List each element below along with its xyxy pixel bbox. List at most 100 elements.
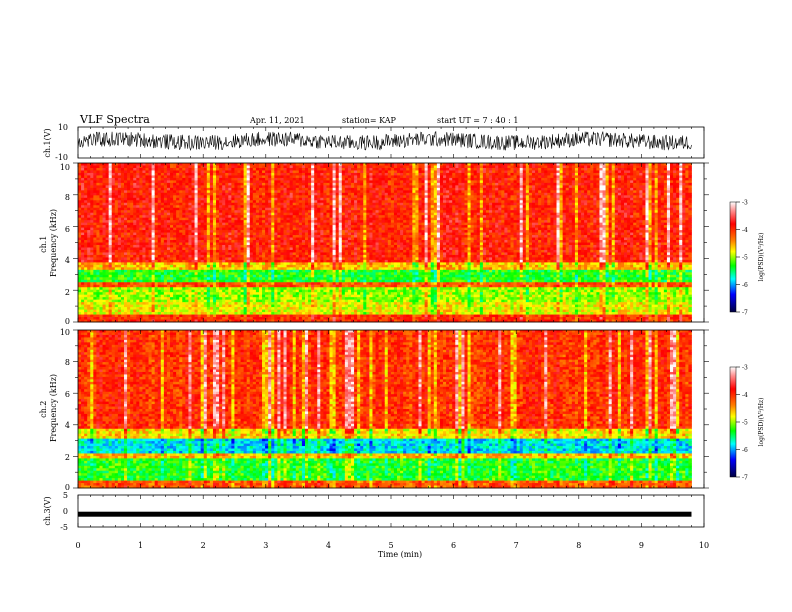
spectrogram-cell: [111, 259, 116, 263]
ch1-ytick-top: 10: [58, 123, 68, 132]
spectrogram-cell: [166, 207, 171, 211]
spectrogram-cell: [105, 180, 110, 184]
spectrogram-cell: [93, 192, 97, 196]
spectrogram-cell: [145, 257, 149, 261]
spectrogram-cell: [136, 264, 140, 268]
spectrogram-cell: [102, 212, 107, 216]
spectrogram-cell: [78, 269, 82, 273]
spectrogram-cell: [102, 220, 107, 224]
spectrogram-cell: [90, 254, 94, 258]
spectrogram-cell: [114, 202, 119, 206]
spectrogram-cell: [154, 202, 159, 206]
spectrogram-cell: [197, 215, 202, 219]
spectrogram-cell: [308, 170, 312, 174]
spectrogram-cell: [108, 167, 113, 171]
spectrogram-cell: [243, 307, 248, 310]
spectrogram-cell: [142, 165, 146, 169]
spectrogram-cell: [283, 165, 287, 169]
spectrogram-cell: [142, 172, 146, 176]
spectrogram-cell: [111, 287, 116, 291]
spectrogram-cell: [173, 249, 177, 253]
spectrogram-cell: [145, 302, 149, 306]
spectrogram-cell: [222, 259, 226, 263]
spectrogram-cell: [280, 190, 284, 194]
spectrogram-cell: [212, 249, 217, 253]
spectrogram-cell: [197, 230, 202, 233]
spectrogram-cell: [240, 282, 245, 286]
spectrogram-cell: [124, 195, 128, 199]
spectrogram-cell: [194, 294, 199, 298]
spectrogram-cell: [157, 319, 162, 323]
spectrogram-cell: [280, 187, 284, 191]
spectrogram-cell: [301, 172, 306, 176]
spectrogram-cell: [194, 185, 199, 189]
spectrogram-cell: [157, 317, 162, 320]
spectrogram-cell: [209, 237, 214, 241]
spectrogram-cell: [176, 217, 180, 221]
spectrogram-cell: [166, 222, 171, 226]
spectrogram-cell: [203, 212, 208, 216]
spectrogram-cell: [280, 307, 284, 310]
spectrogram-cell: [102, 222, 107, 226]
spectrogram-cell: [105, 185, 110, 189]
spectrogram-cell: [298, 182, 303, 186]
spectrogram-cell: [298, 167, 303, 171]
spectrogram-cell: [136, 227, 140, 231]
spectrogram-cell: [102, 314, 107, 318]
spectrogram-cell: [262, 235, 266, 238]
spectrogram-cell: [219, 170, 223, 174]
spectrogram-cell: [139, 177, 143, 181]
spectrogram-cell: [277, 249, 281, 253]
spectrogram-cell: [298, 259, 303, 263]
spectrogram-cell: [219, 230, 223, 233]
spectrogram-cell: [231, 210, 235, 214]
spectrogram-cell: [108, 165, 113, 169]
spectrogram-cell: [188, 274, 192, 278]
spectrogram-cell: [185, 237, 189, 241]
spectrogram-cell: [117, 227, 122, 231]
spectrogram-cell: [191, 252, 195, 256]
spectrogram-cell: [240, 244, 245, 248]
spectrogram-cell: [154, 220, 159, 224]
spectrogram-cell: [191, 210, 195, 214]
spectrogram-cell: [173, 185, 177, 189]
spectrogram-cell: [133, 267, 137, 271]
spectrogram-cell: [185, 282, 189, 286]
spectrogram-cell: [142, 197, 146, 201]
spectrogram-cell: [258, 292, 263, 296]
spectrogram-cell: [203, 187, 208, 191]
spectrogram-cell: [231, 294, 235, 298]
spectrogram-cell: [280, 222, 284, 226]
spectrogram-cell: [87, 225, 91, 228]
spectrogram-cell: [151, 225, 156, 228]
spectrogram-cell: [78, 272, 82, 276]
spectrogram-cell: [289, 299, 294, 303]
spectrogram-cell: [90, 192, 94, 196]
spectrogram-cell: [93, 277, 97, 281]
spectrogram-cell: [179, 304, 183, 308]
spectrogram-cell: [301, 170, 306, 174]
spectrogram-cell: [234, 212, 238, 216]
spectrogram-cell: [166, 304, 171, 308]
spectrogram-cell: [246, 249, 251, 253]
spectrogram-cell: [200, 267, 205, 271]
spectrogram-cell: [182, 309, 186, 313]
spectrogram-cell: [133, 314, 137, 318]
spectrogram-cell: [130, 272, 134, 276]
spectrogram-cell: [252, 299, 257, 303]
spectrogram-cell: [222, 222, 226, 226]
spectrogram-cell: [124, 220, 128, 224]
spectrogram-cell: [216, 165, 220, 169]
spectrogram-cell: [271, 217, 275, 221]
spectrogram-cell: [298, 282, 303, 286]
spectrogram-cell: [243, 309, 248, 313]
spectrogram-cell: [203, 297, 208, 301]
spectrogram-cell: [301, 262, 306, 266]
spectrogram-cell: [209, 289, 214, 293]
spectrogram-cell: [127, 220, 131, 224]
spectrogram-cell: [308, 192, 312, 196]
spectrogram-cell: [200, 244, 205, 248]
spectrogram-cell: [163, 167, 168, 171]
spectrogram-cell: [87, 197, 91, 201]
spectrogram-cell: [124, 279, 128, 283]
